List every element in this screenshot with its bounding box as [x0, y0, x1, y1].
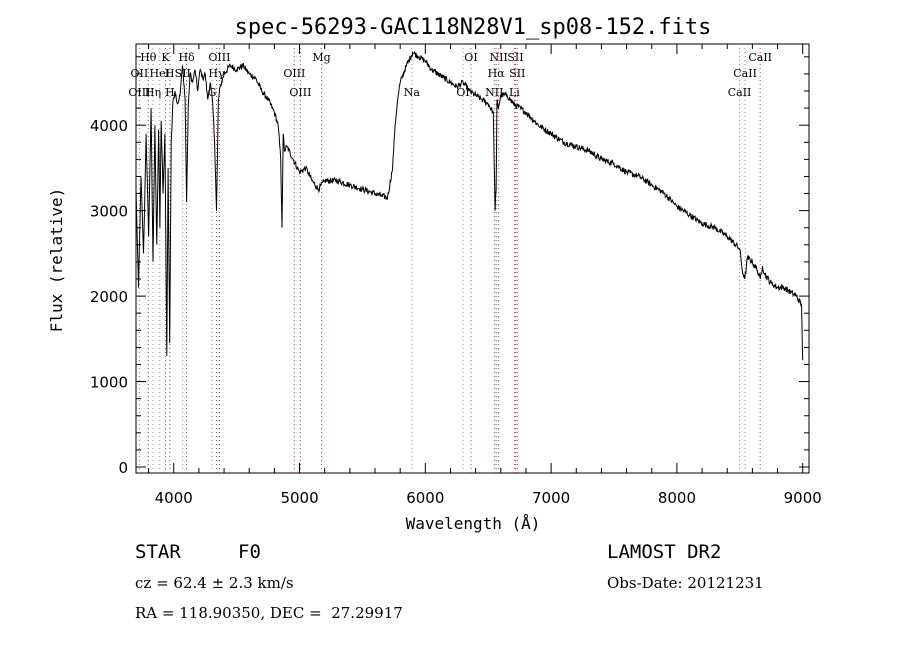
redshift-label: cz = 62.4 ± 2.3 km/s — [135, 574, 294, 592]
y-tick-label-0: 0 — [118, 459, 128, 477]
line-label-18: OIII — [128, 86, 150, 99]
plot-frame — [135, 43, 810, 474]
line-label-19: Hη — [145, 86, 161, 99]
line-label-26: Li — [509, 86, 520, 99]
line-label-2: Hδ — [178, 51, 195, 64]
y-tick-label-2: 2000 — [90, 288, 128, 306]
y-tick-label-3: 3000 — [90, 203, 128, 221]
object-class-label: STAR — [135, 541, 181, 563]
line-label-7: SII — [507, 51, 523, 64]
line-label-5: OI — [464, 51, 477, 64]
line-label-25: NII — [485, 86, 503, 99]
line-label-4: Mg — [312, 51, 330, 64]
x-tick-label-1: 5000 — [280, 489, 318, 507]
y-tick-label-1: 1000 — [90, 374, 128, 392]
line-label-17: CaII — [733, 67, 757, 80]
line-label-11: H — [165, 67, 175, 80]
line-label-22: OIII — [289, 86, 311, 99]
x-axis-label: Wavelength (Å) — [406, 514, 541, 533]
y-axis-label: Flux (relative) — [47, 188, 66, 333]
x-tick-label-3: 7000 — [532, 489, 570, 507]
survey-label: LAMOST DR2 — [607, 541, 722, 563]
x-tick-label-4: 8000 — [658, 489, 696, 507]
line-label-3: OIII — [208, 51, 230, 64]
x-tick-label-2: 6000 — [406, 489, 444, 507]
coordinates-label: RA = 118.90350, DEC = 27.29917 — [135, 604, 403, 622]
line-label-27: CaII — [728, 86, 752, 99]
obs-date-label: Obs-Date: 20121231 — [607, 574, 764, 592]
line-label-23: Na — [404, 86, 421, 99]
spectrum-line — [135, 50, 804, 361]
line-label-10: HeI — [150, 67, 170, 80]
subclass-label: F0 — [238, 541, 261, 563]
x-tick-label-5: 9000 — [784, 489, 822, 507]
line-label-6: NII — [490, 51, 508, 64]
line-label-8: CaII — [748, 51, 772, 64]
x-tick-label-0: 4000 — [155, 489, 193, 507]
chart-title: spec-56293-GAC118N28V1_sp08-152.fits — [235, 15, 712, 40]
line-label-16: SII — [509, 67, 525, 80]
y-tick-label-4: 4000 — [90, 117, 128, 135]
line-label-15: Hα — [488, 67, 506, 80]
line-label-0: Hθ — [140, 51, 157, 64]
line-label-13: Hγ — [208, 67, 225, 80]
line-label-1: K — [161, 51, 170, 64]
line-label-20: H — [165, 86, 175, 99]
line-label-14: OIII — [283, 67, 305, 80]
